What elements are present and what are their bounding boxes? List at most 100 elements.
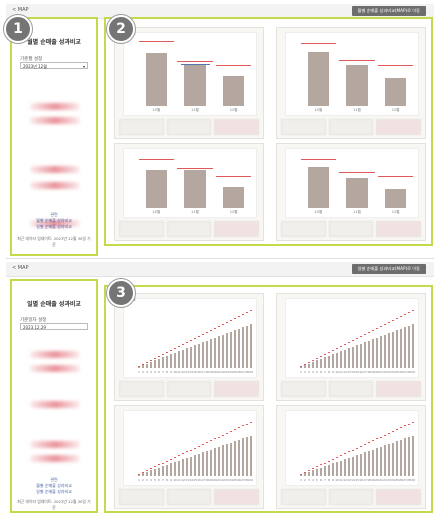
summary-cell — [376, 119, 422, 135]
related-link-monthly[interactable]: 월별 순매출 성과비교 — [36, 483, 72, 488]
chart-bar — [347, 348, 351, 368]
chart-bar — [245, 437, 249, 476]
chart-bar — [189, 456, 193, 476]
x-tick-label: 4 — [312, 370, 314, 374]
x-tick-label: 16 — [359, 478, 363, 482]
period-select[interactable]: 2023년 12월 ▾ — [20, 62, 88, 69]
x-tick-label: 24 — [391, 370, 395, 374]
target-marker — [359, 445, 363, 447]
x-tick-label: 3 — [146, 478, 148, 482]
x-tick-label: 12 — [181, 478, 185, 482]
chart-bar — [205, 450, 209, 476]
x-tick-label: 23 — [387, 478, 391, 482]
chart-bar — [335, 352, 339, 368]
chart-bar — [137, 366, 141, 368]
chart-bar — [184, 65, 206, 106]
target-marker — [185, 451, 189, 453]
chart-bar — [307, 51, 329, 106]
x-tick-label: 11 — [339, 478, 343, 482]
target-marker — [375, 438, 379, 440]
redacted-item — [30, 455, 80, 462]
chart-bar — [185, 457, 189, 476]
redacted-item — [30, 182, 80, 189]
target-marker — [157, 464, 161, 466]
x-tick-label: 8 — [166, 478, 168, 482]
go-daily-map-button[interactable]: 일별 순매출 성과비교(MAP)로 이동 — [351, 264, 426, 274]
chart-bar — [193, 455, 197, 476]
date-input[interactable]: 2023.12.29 — [20, 323, 88, 330]
step-badge-2: 2 — [107, 15, 135, 43]
x-tick-label: 13 — [185, 478, 189, 482]
summary-cell — [166, 221, 212, 237]
x-tick-label: 17 — [363, 370, 367, 374]
go-monthly-map-button[interactable]: 월별 순매출 성과비교(MAP)로 이동 — [351, 6, 426, 16]
x-tick-label: 21 — [379, 478, 383, 482]
period-label: 기준월 설정 — [20, 57, 43, 62]
x-tick-label: 12 — [343, 478, 347, 482]
x-tick-label: 9 — [332, 370, 334, 374]
map-back-link[interactable]: < MAP — [12, 265, 29, 271]
chart-bar — [237, 328, 241, 368]
x-tick-label: 4 — [150, 370, 152, 374]
target-marker — [161, 462, 165, 464]
related-link-monthly[interactable]: 월별 순매출 성과비교 — [36, 218, 72, 223]
summary-cell — [328, 119, 374, 135]
chart-bar — [335, 462, 339, 476]
chart-bar — [339, 460, 343, 476]
summary-row — [119, 119, 260, 135]
chart-bar — [371, 339, 375, 368]
chart-bar — [221, 445, 225, 476]
target-marker — [213, 327, 217, 329]
x-tick-label: 7 — [324, 478, 326, 482]
x-tick-label: 1 — [138, 370, 140, 374]
x-tick-label: 11 — [177, 478, 181, 482]
chart-card: 10월 11월 12월 — [276, 143, 426, 241]
x-tick-label: 13 — [347, 370, 351, 374]
target-marker — [363, 443, 367, 445]
x-tick-label: 6 — [320, 370, 322, 374]
x-tick-label: 2 — [304, 478, 306, 482]
target-marker — [137, 473, 141, 475]
summary-cell — [376, 381, 422, 397]
related-links: 관련 월별 순매출 성과비교 일별 순매출 성과비교 — [12, 212, 96, 230]
chart-bar — [359, 343, 363, 368]
target-marker — [237, 315, 241, 317]
x-tick-label: 28 — [407, 478, 411, 482]
chart-bar — [399, 328, 403, 368]
chart-bar — [217, 446, 221, 476]
chart-bar — [407, 437, 411, 476]
target-marker — [145, 469, 149, 471]
x-tick-label: 24 — [229, 370, 233, 374]
chart-bar — [387, 443, 391, 476]
chart-bar — [367, 450, 371, 476]
x-tick-label: 29 — [249, 370, 253, 374]
chart-bar — [149, 470, 153, 476]
target-marker — [229, 430, 233, 432]
sidebar-title: 월별 순매출 성과비교 — [27, 39, 81, 46]
x-tick-label: 18 — [367, 478, 371, 482]
x-tick-label: 10월 — [314, 210, 323, 214]
chart-bar — [237, 439, 241, 476]
summary-cell — [119, 221, 164, 237]
target-marker — [315, 357, 319, 359]
target-marker — [319, 464, 323, 466]
x-tick-label: 18 — [205, 370, 209, 374]
x-tick-label: 25 — [395, 370, 399, 374]
target-marker — [225, 432, 229, 434]
summary-row — [119, 381, 260, 397]
target-marker — [367, 442, 371, 444]
chart-card: 1 2 3 4 5 6 7 8 9 10 11 12 13 14 15 16 17 18 19 20 21 22 23 24 2… — [114, 405, 264, 509]
related-link-daily[interactable]: 일별 순매출 성과비교 — [36, 489, 72, 494]
chart-bar — [223, 187, 245, 208]
chart-bar — [157, 467, 161, 476]
map-back-link[interactable]: < MAP — [12, 7, 29, 13]
x-tick-label: 17 — [201, 370, 205, 374]
related-link-daily[interactable]: 일별 순매출 성과비교 — [36, 224, 72, 229]
sidebar-daily: 일별 순매출 성과비교 기준일자 설정 2023.12.29 관련 월별 순매출… — [10, 279, 98, 513]
summary-cell — [166, 381, 212, 397]
x-tick-label: 3 — [308, 370, 310, 374]
chart-bar — [245, 325, 249, 368]
target-marker — [335, 456, 339, 458]
x-tick-label: 9 — [170, 370, 172, 374]
